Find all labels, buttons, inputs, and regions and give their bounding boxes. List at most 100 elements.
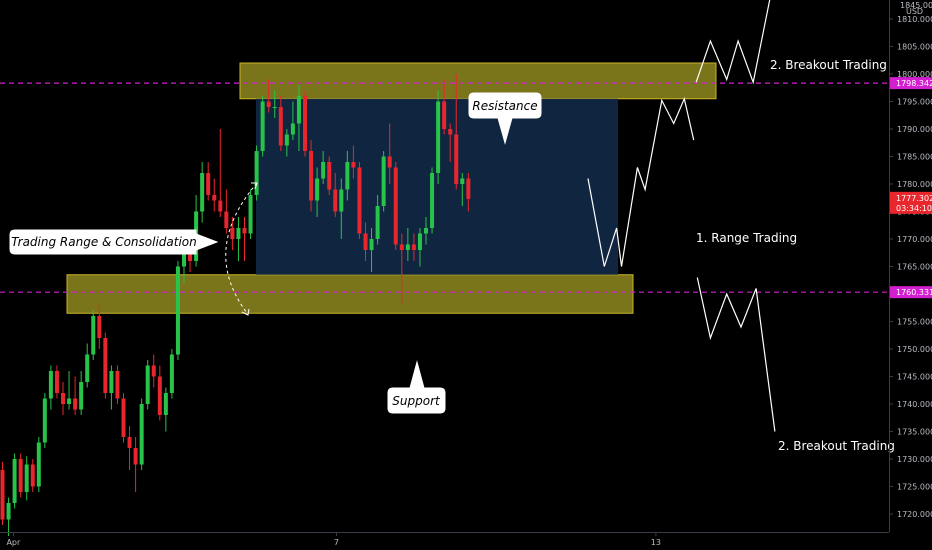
candle-body	[399, 244, 404, 250]
time-ticks: Apr71316:001916:002616:00May16:001016:00…	[6, 532, 661, 547]
countdown-label: 03:34:10	[896, 204, 932, 213]
price-tick-label: 1750.000	[897, 345, 932, 354]
candle	[151, 354, 156, 388]
candles-layer	[0, 74, 471, 536]
resistance-callout: Resistance	[468, 92, 542, 145]
candle	[169, 349, 174, 399]
support-zone	[66, 274, 634, 314]
price-tick-label: 1755.000	[897, 318, 932, 327]
candle	[175, 261, 180, 360]
price-tick-label: 1730.000	[897, 455, 932, 464]
candle	[145, 360, 150, 410]
candle-body	[411, 244, 416, 250]
level-badge-2	[890, 286, 932, 299]
candle	[417, 228, 422, 267]
candle-body	[296, 96, 301, 124]
breakout-up-path	[695, 0, 771, 85]
candle-body	[212, 195, 217, 201]
candle-body	[79, 382, 84, 410]
price-axis-top-label: 1845.000	[900, 1, 932, 10]
time-tick-label: Apr	[6, 538, 21, 547]
candle-body	[61, 393, 65, 404]
candle-body	[169, 354, 174, 393]
candle	[133, 437, 138, 492]
candle-body	[309, 151, 314, 201]
level-badge-label: 1798.342	[896, 79, 932, 88]
candle	[236, 217, 241, 261]
candle-body	[18, 459, 23, 492]
breakout-up-label: 2. Breakout Trading	[770, 58, 887, 72]
candle	[36, 437, 41, 492]
candle-body	[145, 365, 150, 404]
candle	[321, 151, 326, 184]
candle-body	[188, 250, 193, 261]
candle	[327, 156, 332, 195]
candle	[411, 233, 416, 261]
candle	[218, 129, 223, 217]
candle	[448, 123, 453, 162]
candle	[6, 497, 11, 536]
candle	[30, 459, 35, 492]
candle	[157, 365, 162, 421]
candle	[212, 178, 217, 212]
candle-body	[381, 156, 386, 206]
zones-layer	[66, 62, 717, 314]
candle-body	[405, 244, 410, 250]
candle-body	[30, 464, 35, 487]
candle	[266, 79, 271, 113]
range-trading-path	[587, 96, 695, 267]
last-price-badge	[890, 191, 932, 214]
candle	[454, 74, 459, 190]
time-tick-label: 13	[651, 538, 661, 547]
candle-body	[315, 178, 320, 201]
candle-body	[351, 162, 356, 168]
candle-body	[369, 239, 374, 250]
candle-body	[127, 437, 132, 448]
candle	[42, 393, 47, 448]
price-tick-label: 1805.000	[897, 43, 932, 52]
candle	[260, 96, 265, 157]
candle	[109, 365, 114, 410]
candle	[303, 90, 307, 157]
price-tick-label: 1725.000	[897, 483, 932, 492]
candle-body	[266, 101, 271, 107]
candle-body	[121, 398, 126, 437]
price-tick-label: 1795.000	[897, 98, 932, 107]
candle-body	[36, 442, 41, 487]
candle-body	[393, 167, 398, 245]
candle	[369, 228, 374, 272]
candle-body	[363, 233, 368, 250]
candle	[139, 398, 144, 470]
candle	[67, 371, 72, 410]
candle-body	[139, 404, 144, 465]
candle	[284, 129, 289, 157]
candle-body	[442, 101, 447, 129]
price-tick-label: 1790.000	[897, 125, 932, 134]
time-tick-label: 7	[334, 538, 339, 547]
candle-body	[24, 464, 29, 492]
candle	[97, 305, 102, 349]
candle	[272, 90, 277, 118]
candle	[200, 162, 205, 223]
candle	[61, 382, 65, 415]
candle	[121, 393, 126, 443]
candle-body	[48, 371, 53, 399]
candle-body	[290, 123, 295, 135]
candle	[224, 189, 229, 234]
candle	[127, 426, 132, 470]
candle-body	[109, 371, 114, 393]
candle	[442, 79, 447, 135]
candle	[351, 145, 356, 179]
candle	[315, 167, 320, 217]
candle-body	[375, 206, 380, 239]
price-tick-label: 1780.000	[897, 180, 932, 189]
price-tick-label: 1765.000	[897, 263, 932, 272]
candle-body	[67, 398, 72, 404]
range-curve-arrowhead-top	[251, 182, 258, 190]
candle-body	[115, 371, 120, 399]
support-label: Support	[392, 394, 441, 408]
candle-body	[206, 173, 211, 195]
price-tick-label: 1785.000	[897, 153, 932, 162]
